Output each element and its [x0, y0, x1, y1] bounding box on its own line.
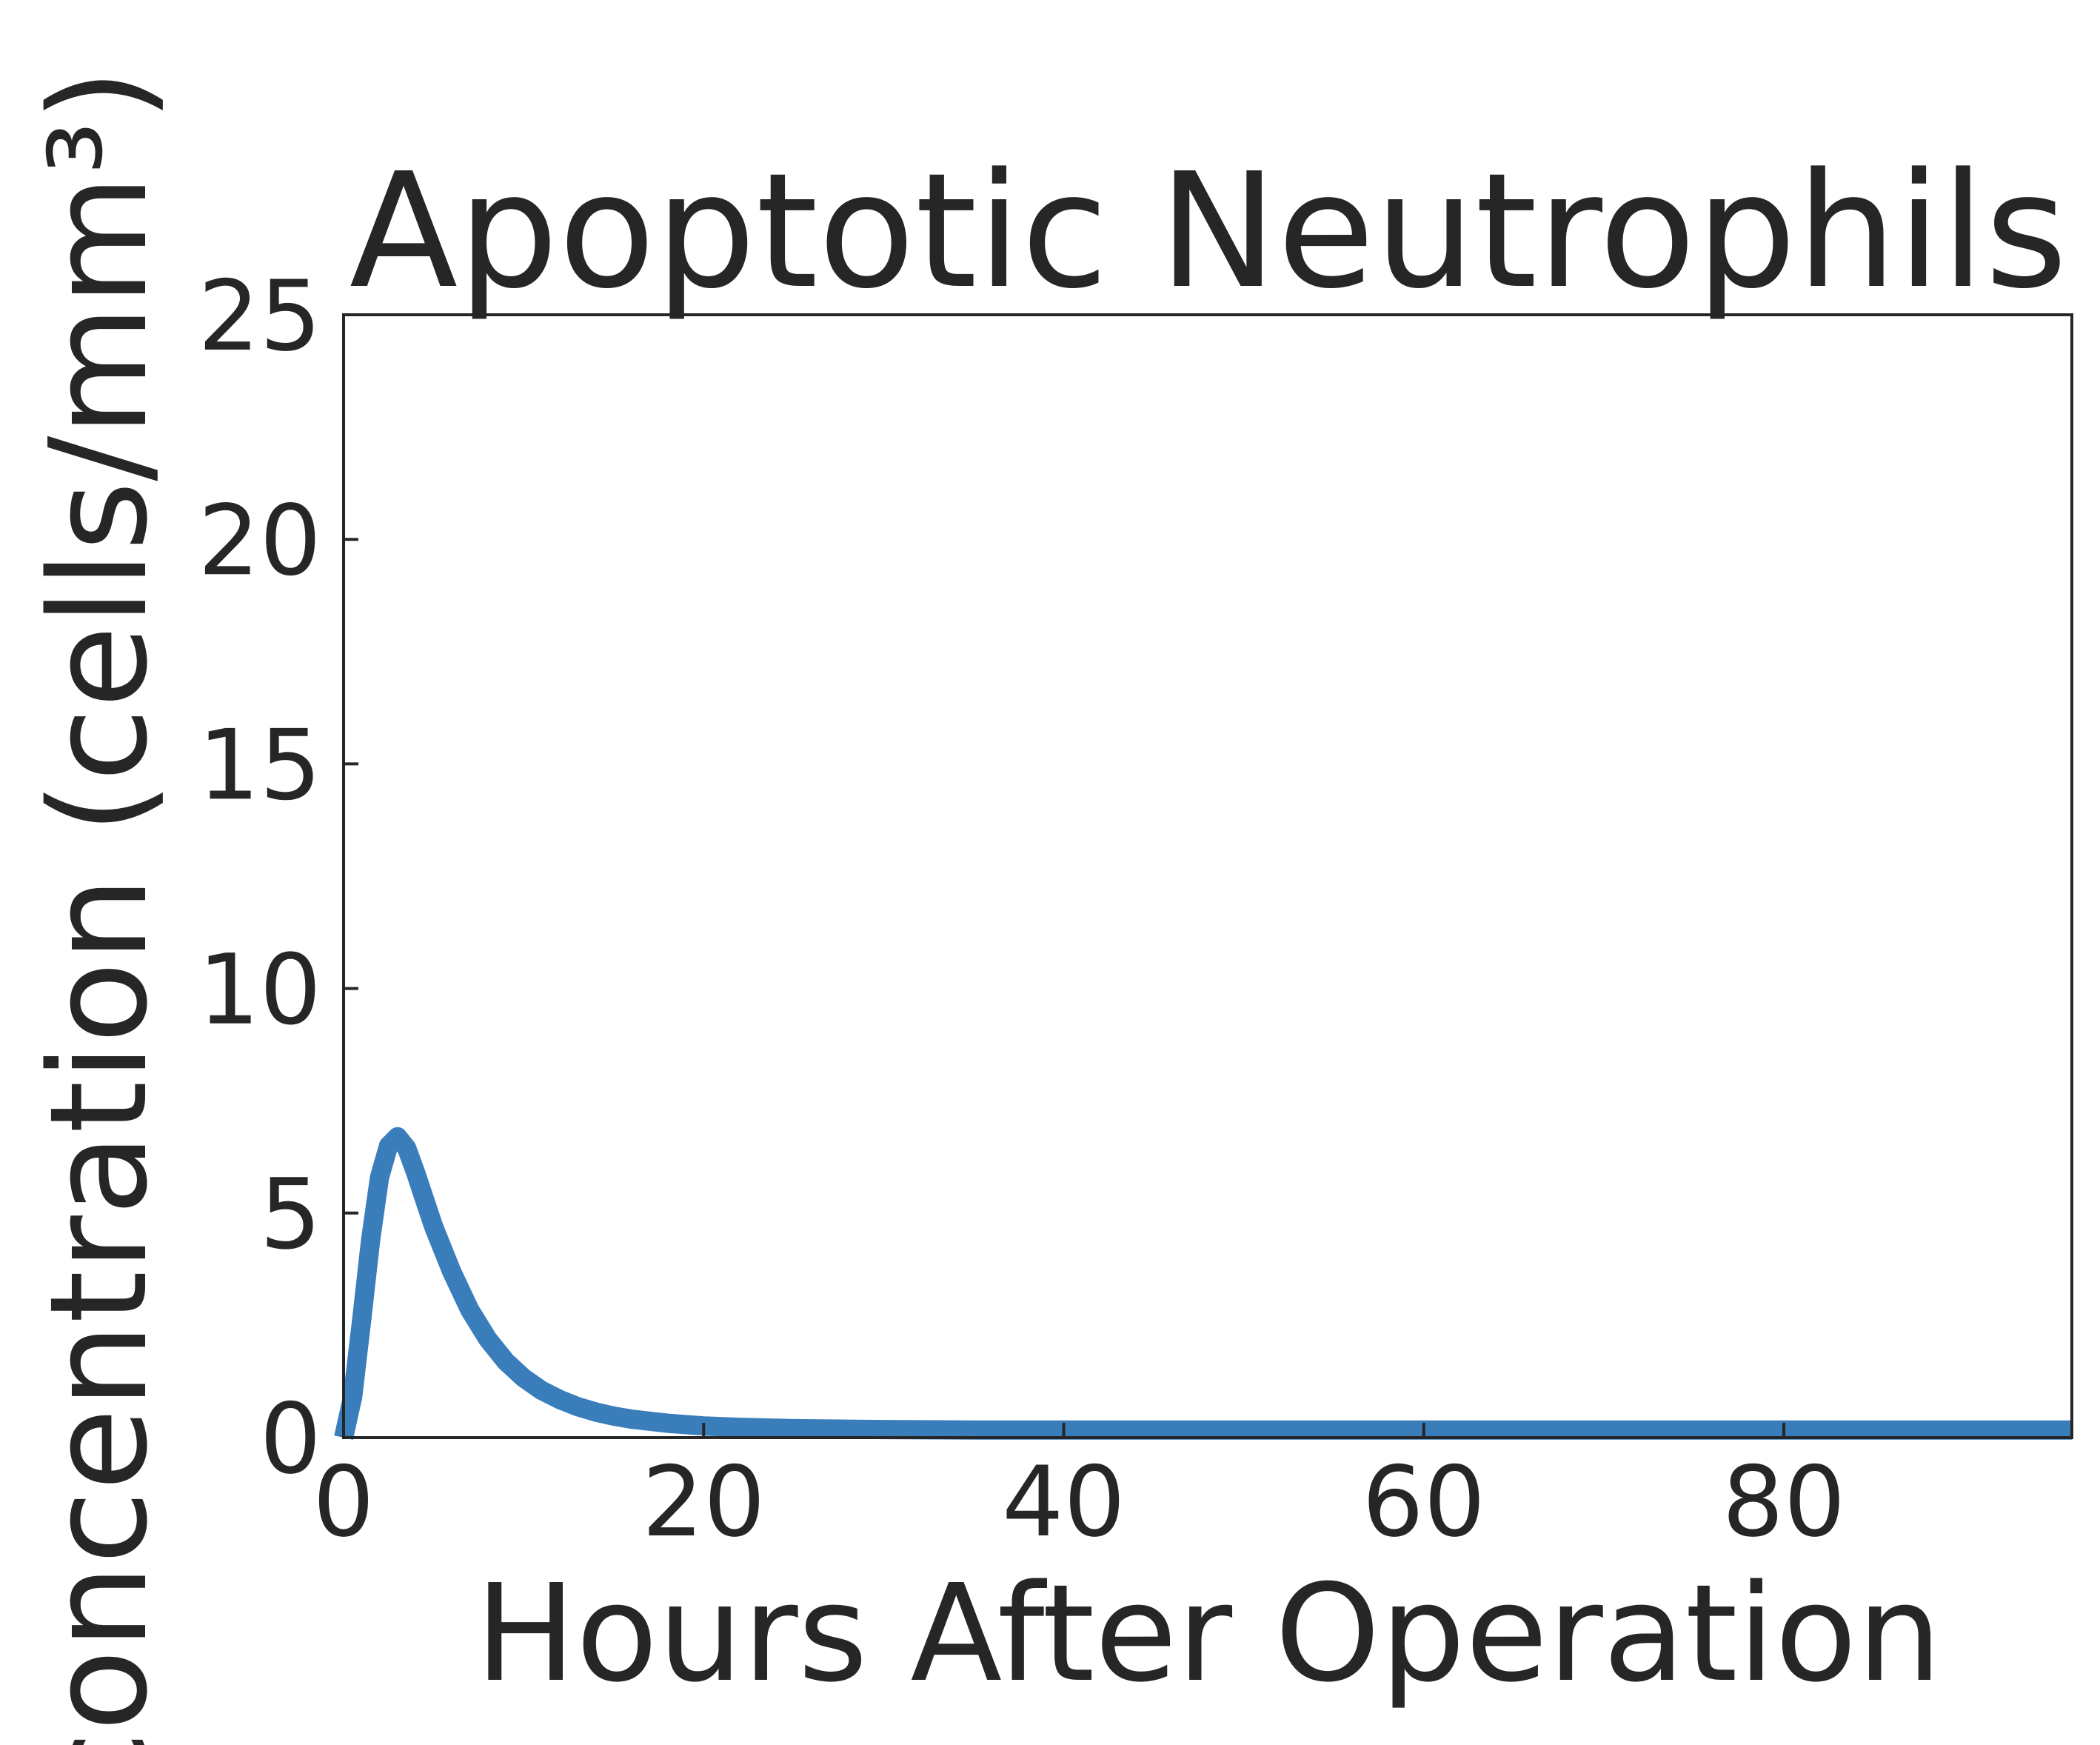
- chart-title: Apoptotic Neutrophils: [350, 139, 2067, 324]
- y-tick-label-4: 20: [198, 484, 321, 597]
- y-tick-label-0: 0: [260, 1382, 321, 1495]
- x-tick-label-1: 20: [642, 1445, 766, 1558]
- y-tick-label-5: 25: [198, 259, 321, 373]
- y-tick-label-3: 15: [198, 708, 321, 821]
- plot-area: 0 5 10 15 20 25 0 20 40 60 80: [198, 259, 2073, 1558]
- plot-frame: [342, 313, 2073, 1439]
- x-tick-label-0: 0: [312, 1445, 374, 1558]
- y-tick-label-1: 5: [260, 1158, 321, 1271]
- x-tick-label-3: 60: [1362, 1445, 1485, 1558]
- y-axis-label: concentration (cells/mm³): [21, 69, 177, 1745]
- x-tick-label-2: 40: [1002, 1445, 1126, 1558]
- y-tick-label-2: 10: [198, 933, 321, 1047]
- x-tick-label-4: 80: [1722, 1445, 1846, 1558]
- series-line-0: [334, 1127, 2072, 1440]
- x-axis-label: Hours After Operation: [475, 1555, 1942, 1712]
